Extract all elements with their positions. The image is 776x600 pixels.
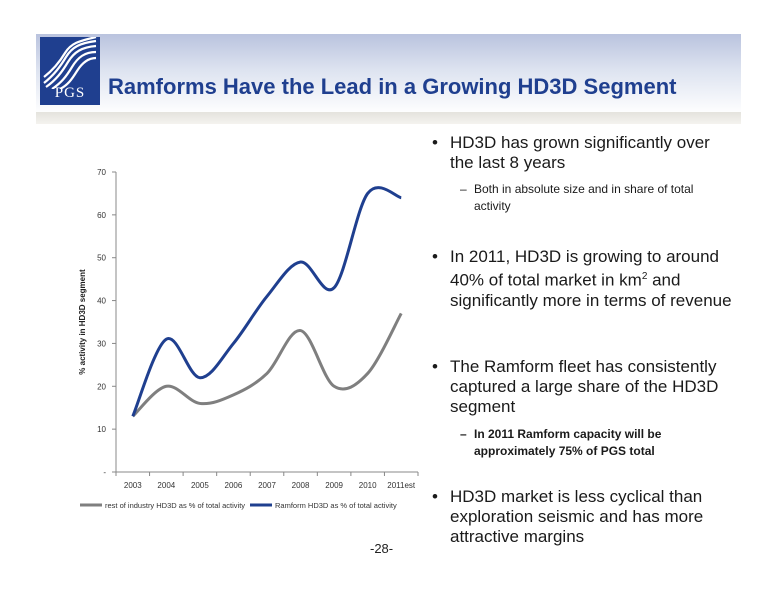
bullet-2-text: In 2011, HD3D is growing to around 40% o… (450, 247, 732, 310)
series-line-1 (131, 312, 403, 418)
sub-bullet-1-text: Both in absolute size and in share of to… (474, 182, 694, 213)
logo-text: PGS (54, 85, 86, 101)
x-tick-label: 2010 (359, 481, 377, 490)
legend-label-1: rest of industry HD3D as % of total acti… (105, 501, 245, 510)
bullet-dot: • (432, 247, 438, 266)
y-tick-label: - (103, 468, 106, 477)
x-tick-label: 2008 (292, 481, 310, 490)
y-tick-label: 40 (97, 297, 106, 306)
sub-bullet-1: – Both in absolute size and in share of … (460, 181, 730, 215)
bullet-4: • HD3D market is less cyclical than expl… (432, 487, 732, 547)
y-tick-label: 30 (97, 339, 106, 348)
bullet-dot: • (432, 487, 438, 506)
y-tick-label: 20 (97, 382, 106, 391)
slide-title: Ramforms Have the Lead in a Growing HD3D… (108, 74, 677, 99)
bullet-4-text: HD3D market is less cyclical than explor… (450, 487, 704, 546)
sub-bullet-dash: – (460, 182, 467, 196)
pgs-logo: PGS (40, 35, 100, 105)
x-tick-label: 2006 (225, 481, 243, 490)
y-axis-label: % activity in HD3D segment (78, 269, 87, 375)
x-tick-label: 2009 (325, 481, 343, 490)
bullet-dot: • (432, 133, 438, 152)
header-rule (36, 112, 741, 124)
wave-logo-icon (43, 35, 97, 90)
x-tick-label: 2003 (124, 481, 142, 490)
bullet-1-text: HD3D has grown significantly over the la… (450, 133, 710, 172)
y-tick-label: 10 (97, 425, 106, 434)
header-band (36, 34, 741, 114)
bullet-3: • The Ramform fleet has consistently cap… (432, 357, 732, 417)
y-tick-label: 70 (97, 168, 106, 177)
bullet-3-text: The Ramform fleet has consistently captu… (450, 357, 719, 416)
x-tick-label: 2007 (258, 481, 276, 490)
sub-bullet-3: – In 2011 Ramform capacity will be appro… (460, 426, 730, 460)
sub-bullet-dash: – (460, 427, 467, 441)
legend-label-2: Ramform HD3D as % of total activity (275, 501, 397, 510)
hd3d-line-chart: - 10 20 30 40 50 60 70 2003 2004 2005 2006 2007 2008 2… (78, 168, 419, 510)
sub-bullet-3-text: In 2011 Ramform capacity will be approxi… (474, 427, 662, 458)
bullet-1: • HD3D has grown significantly over the … (432, 133, 732, 173)
x-tick-label: 2004 (157, 481, 175, 490)
x-tick-label: 2011est (387, 481, 416, 490)
bullet-dot: • (432, 357, 438, 376)
x-tick-label: 2005 (191, 481, 209, 490)
y-tick-label: 60 (97, 211, 106, 220)
page-number: -28- (370, 541, 394, 556)
bullet-2: • In 2011, HD3D is growing to around 40%… (432, 247, 732, 311)
y-tick-label: 50 (97, 254, 106, 263)
series-line-2 (131, 186, 402, 417)
